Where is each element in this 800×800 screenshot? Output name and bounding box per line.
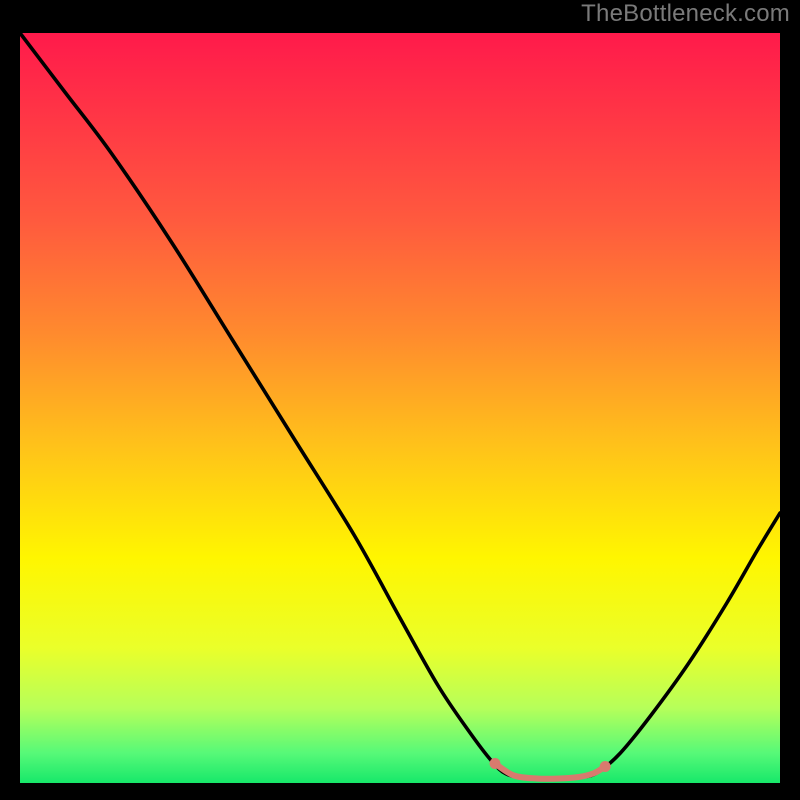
watermark-text: TheBottleneck.com	[581, 0, 790, 28]
bottleneck-chart	[0, 0, 800, 800]
optimal-range-start-dot	[490, 758, 501, 769]
optimal-range-end-dot	[600, 761, 611, 772]
plot-background	[20, 33, 780, 783]
chart-stage: TheBottleneck.com	[0, 0, 800, 800]
